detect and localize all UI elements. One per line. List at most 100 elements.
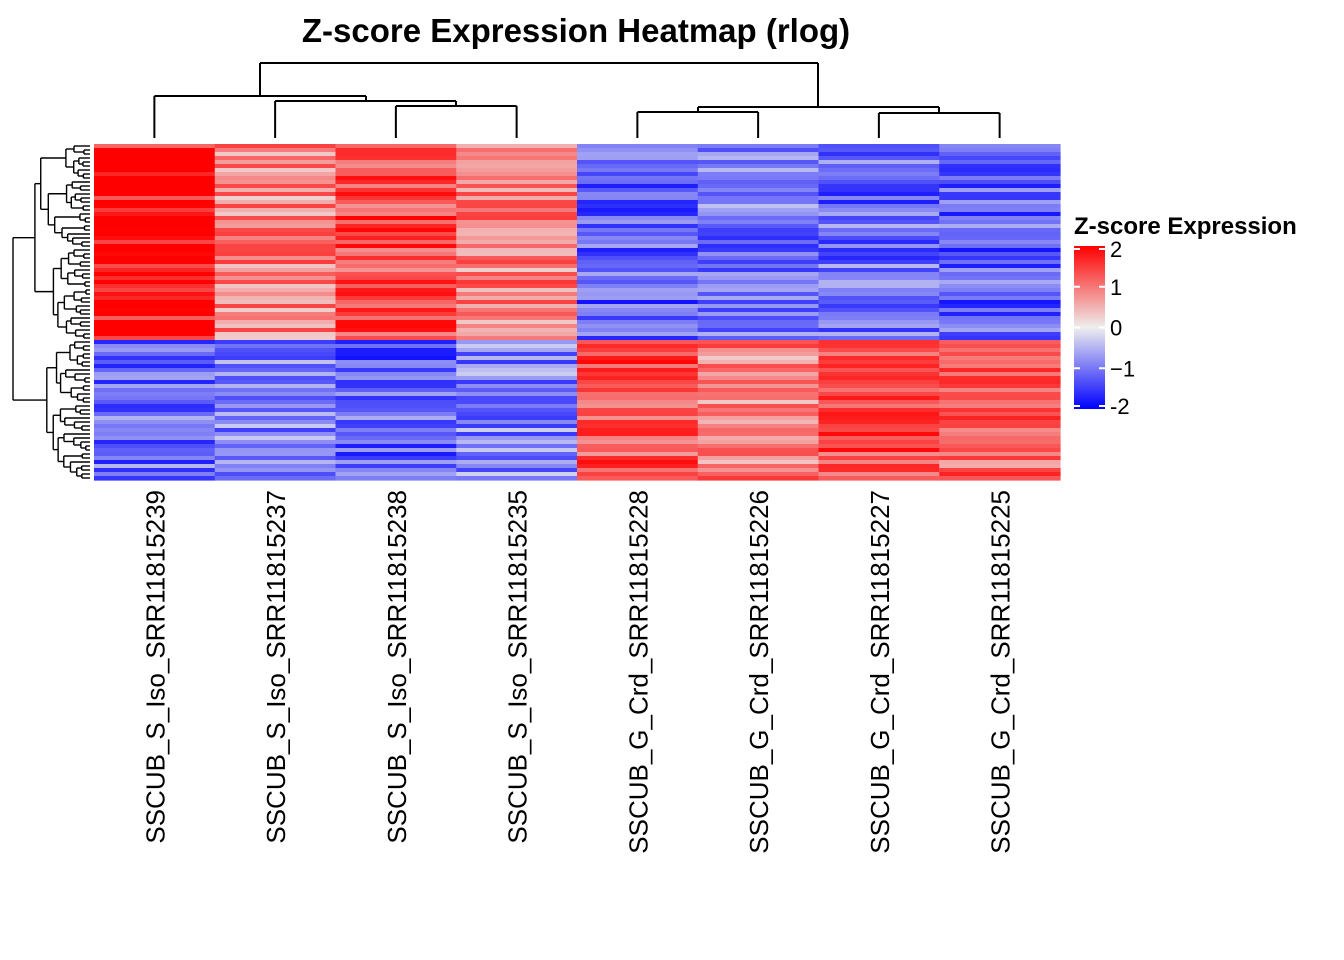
heatmap-cell — [335, 464, 457, 469]
heatmap-cell — [214, 208, 337, 213]
heatmap-cell — [94, 208, 216, 213]
heatmap-cell — [94, 144, 216, 149]
heatmap-cell — [818, 316, 940, 321]
heatmap-cell — [577, 276, 699, 281]
heatmap-cell — [697, 472, 820, 477]
heatmap-cell — [335, 156, 457, 161]
heatmap-cell — [577, 160, 699, 165]
heatmap-cell — [939, 436, 1061, 441]
heatmap-cell — [939, 296, 1061, 301]
heatmap-cell — [697, 192, 820, 197]
heatmap-cell — [818, 304, 940, 309]
heatmap-cell — [818, 184, 940, 189]
heatmap-cell — [94, 432, 216, 437]
heatmap-cell — [818, 232, 940, 237]
heatmap-cell — [214, 336, 337, 341]
heatmap-cell — [697, 256, 820, 261]
heatmap-cell — [939, 180, 1061, 185]
heatmap-cell — [818, 204, 940, 209]
heatmap-cell — [456, 224, 578, 229]
heatmap-cell — [456, 144, 578, 149]
heatmap-cell — [818, 356, 940, 361]
heatmap-cell — [335, 240, 457, 245]
heatmap-cell — [456, 348, 578, 353]
heatmap-cell — [214, 152, 337, 157]
heatmap-cell — [94, 284, 216, 289]
heatmap-cell — [335, 436, 457, 441]
heatmap-cell — [577, 272, 699, 277]
heatmap-cell — [939, 288, 1061, 293]
heatmap-cell — [456, 452, 578, 457]
heatmap-cell — [697, 236, 820, 241]
heatmap-cell — [456, 420, 578, 425]
heatmap-cell — [697, 272, 820, 277]
heatmap-cell — [94, 384, 216, 389]
column-label: SSCUB_G_Crd_SRR11815228 — [623, 490, 653, 854]
heatmap-cell — [456, 280, 578, 285]
legend-tick-label: 2 — [1110, 237, 1122, 262]
heatmap-cell — [214, 172, 337, 177]
heatmap-cell — [697, 216, 820, 221]
heatmap-cell — [456, 444, 578, 449]
heatmap-cell — [577, 252, 699, 257]
heatmap-cell — [335, 172, 457, 177]
heatmap-cell — [94, 240, 216, 245]
heatmap-cell — [94, 232, 216, 237]
heatmap-cell — [577, 280, 699, 285]
column-dendrogram — [153, 62, 1001, 138]
heatmap-cell — [818, 380, 940, 385]
heatmap-cell — [697, 312, 820, 317]
heatmap-cell — [456, 380, 578, 385]
heatmap-cell — [577, 440, 699, 445]
color-legend: Z-score Expression 2 1 0 −1 -2 — [1074, 213, 1297, 419]
heatmap-cell — [214, 180, 337, 185]
heatmap-cell — [939, 324, 1061, 329]
heatmap-cell — [94, 244, 216, 249]
heatmap-cell — [939, 260, 1061, 265]
heatmap-cell — [697, 296, 820, 301]
heatmap-cell — [577, 236, 699, 241]
heatmap-cell — [818, 344, 940, 349]
heatmap-cell — [697, 176, 820, 181]
heatmap-cell — [214, 216, 337, 221]
heatmap-cell — [697, 448, 820, 453]
column-label: SSCUB_G_Crd_SRR11815225 — [986, 490, 1016, 854]
heatmap-cell — [94, 220, 216, 225]
heatmap-cell — [577, 388, 699, 393]
heatmap-cell — [456, 156, 578, 161]
heatmap-cell — [335, 360, 457, 365]
heatmap-cell — [697, 400, 820, 405]
heatmap-cell — [214, 360, 337, 365]
heatmap-cell — [697, 356, 820, 361]
heatmap-cell — [456, 320, 578, 325]
heatmap-cell — [939, 460, 1061, 465]
heatmap-cell — [335, 176, 457, 181]
heatmap-cell — [818, 224, 940, 229]
heatmap-cell — [335, 260, 457, 265]
heatmap-cell — [94, 448, 216, 453]
heatmap-cell — [697, 432, 820, 437]
heatmap-cell — [456, 408, 578, 413]
heatmap-cell — [214, 168, 337, 173]
heatmap-cell — [939, 352, 1061, 357]
heatmap-cell — [818, 368, 940, 373]
heatmap-cell — [94, 392, 216, 397]
heatmap-cell — [94, 256, 216, 261]
heatmap-cell — [214, 276, 337, 281]
heatmap-cell — [818, 460, 940, 465]
heatmap-cell — [577, 300, 699, 305]
heatmap-cell — [577, 268, 699, 273]
heatmap-cell — [697, 360, 820, 365]
heatmap-cell — [456, 324, 578, 329]
heatmap-cell — [335, 192, 457, 197]
heatmap-cell — [94, 428, 216, 433]
heatmap-cell — [939, 220, 1061, 225]
heatmap-cell — [456, 336, 578, 341]
heatmap-cell — [577, 316, 699, 321]
heatmap-cell — [697, 352, 820, 357]
heatmap-cell — [94, 424, 216, 429]
heatmap-cell — [456, 184, 578, 189]
heatmap-cell — [939, 404, 1061, 409]
heatmap-cell — [94, 280, 216, 285]
heatmap-cell — [94, 304, 216, 309]
